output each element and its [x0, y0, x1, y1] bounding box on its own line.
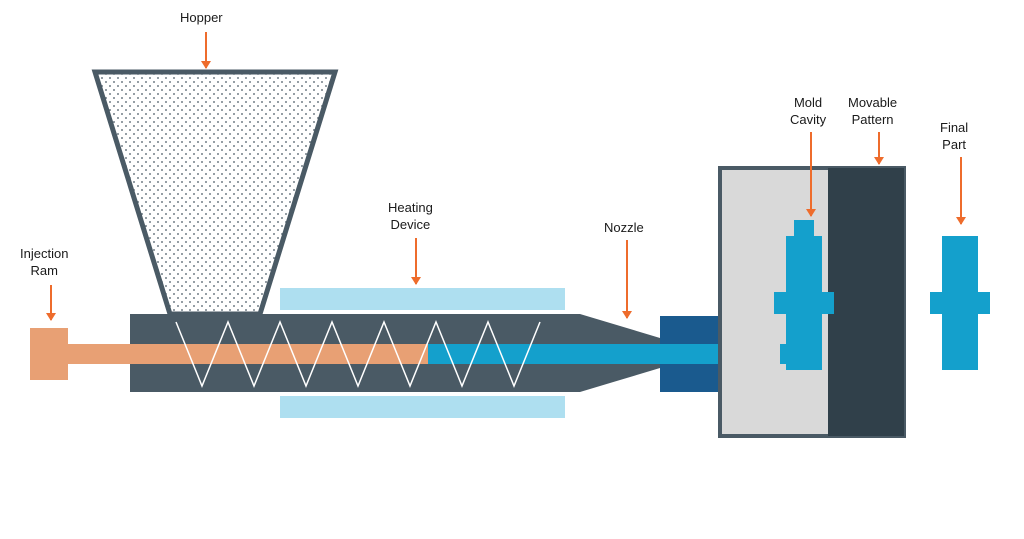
heating-device-top — [280, 288, 565, 310]
arrow-nozzle — [626, 240, 628, 318]
heating-device-bottom — [280, 396, 565, 418]
final-part-shape — [930, 236, 990, 370]
label-hopper: Hopper — [180, 10, 223, 27]
label-nozzle: Nozzle — [604, 220, 644, 237]
movable-pattern-block — [828, 168, 904, 436]
hopper — [95, 72, 335, 314]
arrow-movable-pattern — [878, 132, 880, 164]
arrow-hopper — [205, 32, 207, 68]
injection-molding-diagram — [0, 0, 1024, 539]
arrow-heating-device — [415, 238, 417, 284]
label-heating-device: Heating Device — [388, 200, 433, 234]
arrow-mold-cavity — [810, 132, 812, 216]
molten-in-barrel — [428, 344, 660, 364]
ram-head — [30, 328, 68, 380]
arrow-injection-ram — [50, 285, 52, 320]
label-final-part: Final Part — [940, 120, 968, 154]
label-injection-ram: Injection Ram — [20, 246, 68, 280]
label-movable-pattern: Movable Pattern — [848, 95, 897, 129]
arrow-final-part — [960, 157, 962, 224]
label-mold-cavity: Mold Cavity — [790, 95, 826, 129]
